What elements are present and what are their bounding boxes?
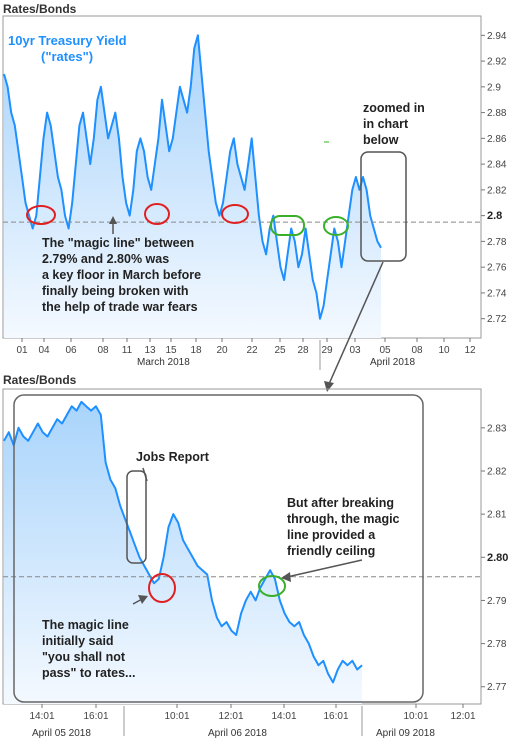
top-chart: Rates/Bonds 2.722.742.762.782.82.822.842… xyxy=(2,2,507,370)
x-tick-label: 20 xyxy=(216,345,228,356)
x-tick-label: 28 xyxy=(297,345,309,356)
bottom-zoom-frame xyxy=(13,394,424,703)
left-note-line-2: initially said xyxy=(42,634,114,648)
x-tick-label: 12 xyxy=(464,345,476,356)
y-tick-label: 2.78 xyxy=(487,639,507,650)
red-marker-1 xyxy=(26,205,56,225)
zoom-note-line-3: below xyxy=(363,133,399,147)
left-note-line-3: "you shall not xyxy=(42,650,126,664)
bottom-panel-title: Rates/Bonds xyxy=(3,373,77,387)
top-series-line xyxy=(3,34,382,320)
bottom-green-marker xyxy=(258,575,286,597)
left-note-line-1: The magic line xyxy=(42,618,129,632)
x-tick-label: 15 xyxy=(165,345,177,356)
red-marker-3 xyxy=(221,204,249,224)
y-tick-label: 2.80 xyxy=(487,552,508,564)
x-tick-label: 22 xyxy=(246,345,258,356)
right-note-arrowhead xyxy=(281,572,291,582)
x-tick-label: 05 xyxy=(379,345,391,356)
x-tick-label: 10 xyxy=(438,345,450,356)
x-tick-label: 29 xyxy=(321,345,333,356)
bottom-series-line xyxy=(3,400,363,684)
top-panel-title: Rates/Bonds xyxy=(3,2,77,16)
y-tick-label: 2.81 xyxy=(487,510,507,521)
y-tick-label: 2.82 xyxy=(487,185,507,196)
y-tick-label: 2.76 xyxy=(487,263,507,274)
y-tick-label: 2.84 xyxy=(487,160,507,171)
x-tick-label: 13 xyxy=(144,345,156,356)
x-tick-label: 03 xyxy=(349,345,361,356)
zoom-connector-arrowhead xyxy=(324,381,334,392)
top-title-line-1: 10yr Treasury Yield xyxy=(8,33,127,48)
zoom-note-line-1: zoomed in xyxy=(363,101,425,115)
y-tick-label: 2.86 xyxy=(487,134,507,145)
zoom-connector-arrow xyxy=(328,261,384,385)
jobs-report-label: Jobs Report xyxy=(136,450,210,464)
y-tick-label: 2.82 xyxy=(487,466,507,477)
jobs-report-arrow xyxy=(142,467,148,482)
y-tick-label: 2.9 xyxy=(487,82,501,93)
right-note-line-1: But after breaking xyxy=(287,496,394,510)
x-tick-label: 16:01 xyxy=(83,711,108,722)
left-note-line-4: pass" to rates... xyxy=(42,666,135,680)
x-tick-label: 11 xyxy=(122,345,133,356)
top-y-axis: 2.72 2.74 2.76 2.78 2.8 2.82 2.84 2.86 2.88 2.9 2.… xyxy=(481,31,507,325)
magic-line-arrowhead xyxy=(109,216,117,224)
x-tick-label: 16:01 xyxy=(323,711,348,722)
x-tick-label: 18 xyxy=(190,345,202,356)
top-x-axis: 01 04 06 08 11 13 15 18 20 22 25 28 29 03 05 08 10 12 xyxy=(16,338,476,370)
x-tick-label: 14:01 xyxy=(271,711,296,722)
y-tick-label: 2.83 xyxy=(487,423,507,434)
x-tick-label: 06 xyxy=(65,345,77,356)
red-marker-2 xyxy=(144,203,170,225)
zoom-note-line-2: in chart xyxy=(363,117,409,131)
x-tick-label: 12:01 xyxy=(450,711,475,722)
bottom-chart: Rates/Bonds 2.77 2.78 2.79 2.80 2.81 2.82 2.83… xyxy=(2,373,508,739)
x-tick-label: 10:01 xyxy=(164,711,189,722)
annotation-line-4: finally being broken with xyxy=(42,284,189,298)
annotation-line-3: a key floor in March before xyxy=(42,268,201,282)
annotation-line-1: The "magic line" between xyxy=(42,236,194,250)
y-tick-label: 2.78 xyxy=(487,237,507,248)
day-label-3: April 09 2018 xyxy=(376,728,435,739)
x-tick-label: 25 xyxy=(274,345,286,356)
green-marker-2 xyxy=(323,216,349,236)
bottom-red-marker xyxy=(148,573,176,603)
day-label-2: April 06 2018 xyxy=(208,728,267,739)
y-tick-label: 2.88 xyxy=(487,108,507,119)
right-note-line-3: line provided a xyxy=(287,528,376,542)
jobs-report-box xyxy=(126,470,147,564)
right-note-line-4: friendly ceiling xyxy=(287,544,375,558)
day-label-1: April 05 2018 xyxy=(32,728,91,739)
month-label-march: March 2018 xyxy=(137,357,190,368)
x-tick-label: 01 xyxy=(16,345,28,356)
bottom-y-axis: 2.77 2.78 2.79 2.80 2.81 2.82 2.83 xyxy=(481,423,508,693)
x-tick-label: 14:01 xyxy=(29,711,54,722)
y-tick-label: 2.94 xyxy=(487,31,507,42)
y-tick-label: 2.74 xyxy=(487,288,507,299)
y-tick-label: 2.8 xyxy=(487,210,502,222)
annotation-line-5: the help of trade war fears xyxy=(42,300,198,314)
annotation-line-2: 2.79% and 2.80% was xyxy=(42,252,169,266)
top-title-line-2: ("rates") xyxy=(41,49,93,64)
y-tick-label: 2.92 xyxy=(487,57,507,68)
zoom-callout-box xyxy=(360,151,407,262)
y-tick-label: 2.72 xyxy=(487,314,507,325)
left-note-arrowhead xyxy=(138,595,148,604)
y-tick-label: 2.79 xyxy=(487,596,507,607)
y-tick-label: 2.77 xyxy=(487,682,507,693)
month-label-april: April 2018 xyxy=(370,357,415,368)
x-tick-label: 10:01 xyxy=(403,711,428,722)
right-note-arrow xyxy=(286,559,363,578)
right-note-line-2: through, the magic xyxy=(287,512,400,526)
green-marker-1 xyxy=(270,215,305,236)
x-tick-label: 12:01 xyxy=(218,711,243,722)
x-tick-label: 08 xyxy=(411,345,423,356)
x-tick-label: 08 xyxy=(97,345,109,356)
bottom-x-axis: 14:01 16:01 10:01 12:01 14:01 16:01 10:01 12:01 xyxy=(29,704,476,736)
bottom-series-area xyxy=(4,401,362,704)
x-tick-label: 04 xyxy=(38,345,50,356)
